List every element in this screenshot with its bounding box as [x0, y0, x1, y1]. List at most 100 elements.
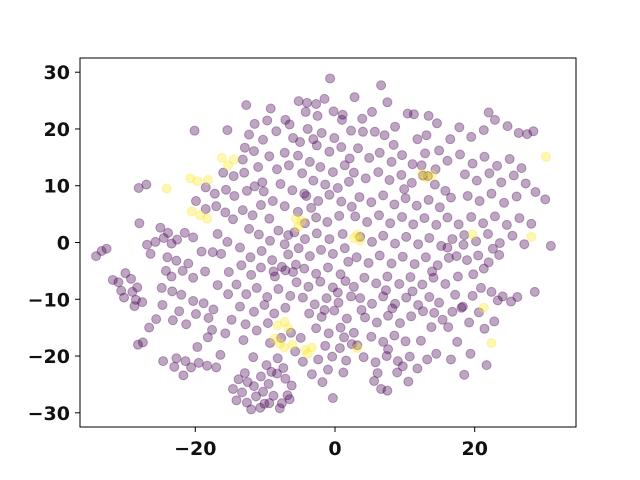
scatter-point: [445, 354, 456, 365]
scatter-point: [434, 145, 445, 156]
scatter-point: [278, 342, 289, 353]
scatter-point: [211, 201, 222, 212]
scatter-point: [323, 262, 333, 273]
scatter-point: [408, 219, 419, 230]
scatter-point: [471, 175, 482, 186]
scatter-point: [202, 332, 213, 343]
scatter-point: [462, 190, 473, 201]
scatter-point: [203, 313, 214, 323]
scatter-point: [512, 292, 523, 302]
scatter-point: [474, 196, 485, 207]
scatter-point: [336, 114, 347, 125]
scatter-point: [423, 110, 434, 121]
scatter-point: [315, 276, 326, 287]
scatter-point: [366, 197, 377, 208]
scatter-point: [452, 271, 463, 282]
scatter-point: [376, 383, 387, 394]
scatter-point: [363, 257, 374, 268]
scatter-point: [352, 343, 363, 354]
scatter-point: [329, 305, 340, 316]
scatter-point: [263, 378, 274, 389]
scatter-point: [285, 327, 296, 338]
scatter-point: [265, 103, 276, 114]
scatter-point: [529, 286, 540, 297]
scatter-point: [137, 337, 148, 348]
scatter-point: [403, 376, 414, 387]
scatter-point: [373, 167, 384, 178]
scatter-point: [101, 243, 112, 254]
scatter-point: [239, 167, 250, 178]
scatter-point: [384, 175, 395, 186]
scatter-point: [228, 154, 239, 165]
scatter-point: [247, 210, 258, 221]
scatter-point: [258, 186, 269, 197]
scatter-point: [267, 255, 278, 266]
scatter-point: [162, 252, 173, 263]
scatter-point: [200, 266, 211, 277]
scatter-point: [196, 246, 207, 257]
scatter-point: [278, 362, 289, 373]
scatter-point: [202, 360, 213, 371]
scatter-point: [279, 147, 290, 158]
scatter-point: [274, 338, 285, 349]
scatter-point: [436, 240, 447, 251]
scatter-point: [479, 151, 490, 162]
scatter-point: [323, 328, 334, 339]
scatter-point: [379, 130, 390, 141]
scatter-point: [237, 154, 248, 165]
scatter-point: [113, 277, 124, 288]
scatter-point: [357, 126, 368, 137]
scatter-point: [299, 218, 310, 229]
x-tick-label: −20: [174, 438, 216, 460]
scatter-point: [413, 239, 424, 250]
scatter-point: [223, 160, 234, 171]
scatter-point: [431, 118, 442, 129]
scatter-point: [321, 293, 332, 304]
scatter-point: [141, 179, 152, 190]
scatter-point: [482, 228, 493, 239]
scatter-point: [264, 398, 275, 409]
scatter-point: [171, 255, 182, 266]
scatter-point: [382, 271, 393, 282]
scatter-point: [343, 176, 354, 187]
scatter-point: [418, 306, 429, 317]
scatter-point: [352, 340, 363, 351]
scatter-point: [443, 252, 454, 263]
scatter-point: [431, 348, 442, 359]
scatter-point: [504, 154, 515, 165]
scatter-point: [457, 301, 468, 312]
scatter-point: [239, 142, 250, 153]
scatter-point: [142, 239, 153, 250]
scatter-point: [408, 109, 419, 120]
scatter-point: [440, 278, 451, 289]
scatter-point: [442, 242, 453, 253]
scatter-point: [190, 309, 201, 320]
scatter-point: [428, 272, 439, 283]
scatter-point: [383, 344, 394, 355]
scatter-point: [234, 301, 245, 312]
scatter-point: [450, 289, 461, 300]
scatter-point: [486, 286, 497, 297]
scatter-point: [287, 339, 298, 350]
scatter-point: [134, 218, 145, 229]
scatter-point: [311, 228, 322, 239]
scatter-point: [422, 354, 433, 365]
scatter-point: [248, 352, 259, 363]
scatter-point: [385, 218, 396, 229]
scatter-point: [193, 357, 204, 368]
scatter-point: [484, 168, 495, 179]
scatter-point: [300, 106, 311, 117]
scatter-point: [242, 377, 253, 388]
scatter-point: [496, 177, 507, 188]
scatter-point: [458, 239, 469, 250]
scatter-point: [251, 325, 262, 336]
scatter-point: [501, 219, 512, 230]
scatter-point: [284, 394, 295, 405]
scatter-point: [280, 265, 291, 276]
scatter-point: [388, 139, 399, 150]
scatter-point: [249, 181, 260, 192]
scatter-point: [188, 295, 199, 306]
scatter-point: [249, 118, 260, 129]
scatter-point: [421, 172, 432, 183]
